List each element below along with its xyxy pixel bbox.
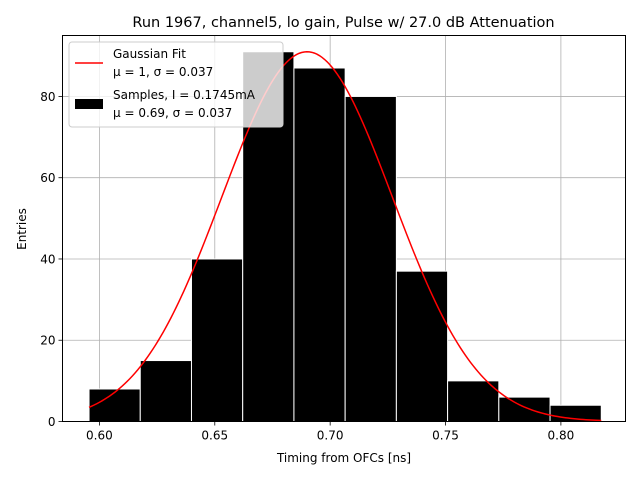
fit-curve-layer bbox=[88, 51, 602, 422]
x-tick-label: 0.75 bbox=[432, 429, 459, 443]
legend-samples-label: Samples, I = 0.1745mA bbox=[113, 88, 256, 102]
legend-fit-params: μ = 1, σ = 0.037 bbox=[113, 65, 213, 79]
histogram-bar bbox=[139, 360, 192, 423]
x-tick-label: 0.65 bbox=[201, 429, 228, 443]
legend-samples-params: μ = 0.69, σ = 0.037 bbox=[113, 106, 232, 120]
y-tick-label: 0 bbox=[48, 415, 56, 429]
legend: Gaussian Fit μ = 1, σ = 0.037 Samples, I… bbox=[68, 41, 284, 128]
x-tick-label: 0.70 bbox=[317, 429, 344, 443]
y-tick-label: 60 bbox=[40, 171, 55, 185]
histogram-bar bbox=[498, 396, 551, 423]
y-axis-ticks: 0 20 40 60 80 bbox=[40, 90, 63, 429]
histogram-bar bbox=[88, 388, 141, 423]
gaussian-fit-curve bbox=[88, 51, 602, 422]
y-tick-label: 20 bbox=[40, 334, 55, 348]
legend-box bbox=[68, 41, 284, 128]
x-tick-label: 0.60 bbox=[86, 429, 113, 443]
y-tick-label: 80 bbox=[40, 90, 55, 104]
legend-fit-label: Gaussian Fit bbox=[113, 47, 186, 61]
x-tick-label: 0.80 bbox=[548, 429, 575, 443]
y-axis-label: Entries bbox=[15, 208, 29, 250]
x-axis-label: Timing from OFCs [ns] bbox=[276, 451, 411, 465]
histogram-bar bbox=[395, 270, 449, 422]
plot-frame bbox=[62, 35, 626, 422]
legend-samples-swatch bbox=[75, 99, 103, 109]
chart-title: Run 1967, channel5, lo gain, Pulse w/ 27… bbox=[132, 15, 554, 31]
x-axis-ticks: 0.60 0.65 0.70 0.75 0.80 bbox=[86, 421, 575, 443]
histogram-bar bbox=[190, 258, 244, 423]
histogram-bar bbox=[447, 380, 500, 422]
y-tick-label: 40 bbox=[40, 252, 55, 266]
histogram-bar bbox=[344, 95, 397, 423]
histogram-bar bbox=[293, 67, 346, 423]
